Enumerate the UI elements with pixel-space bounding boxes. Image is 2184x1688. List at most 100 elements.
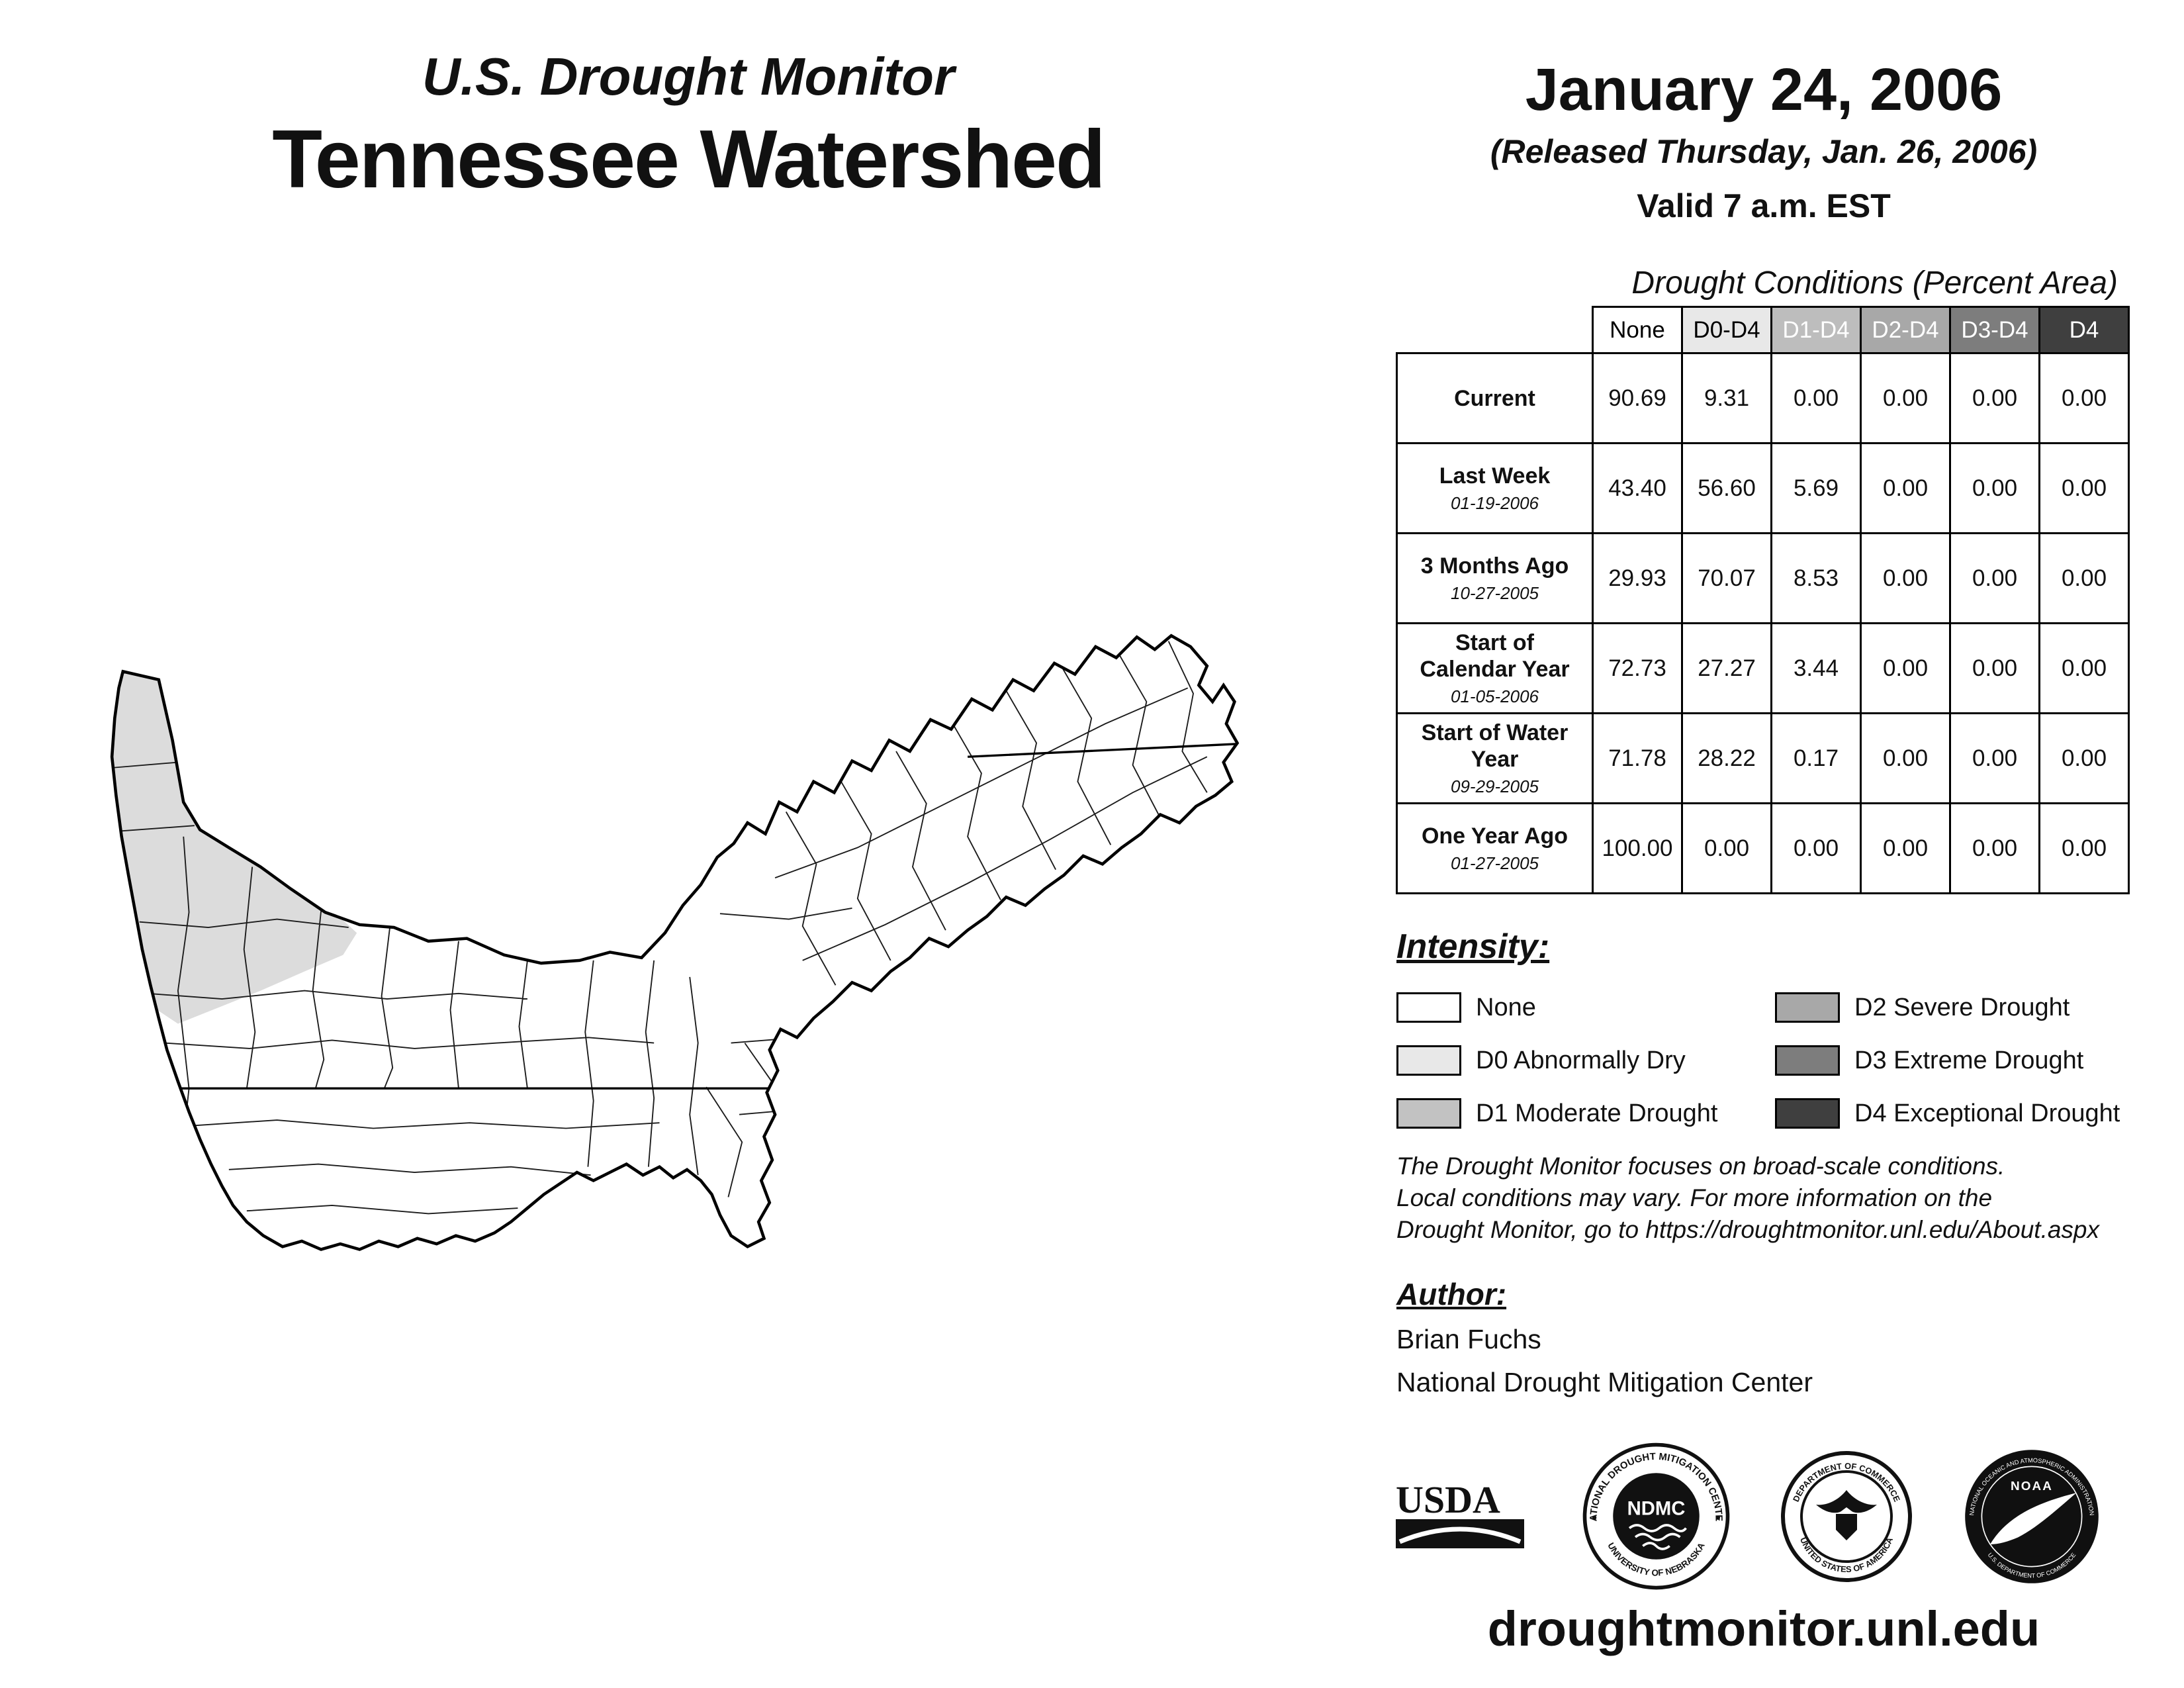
row-label-current: Current — [1396, 352, 1594, 444]
table-value-cell: 0.00 — [1770, 352, 1862, 444]
table-value-cell: 29.93 — [1592, 532, 1683, 624]
column-header-d3d4: D3-D4 — [1949, 306, 2040, 354]
table-value-cell: 100.00 — [1592, 802, 1683, 894]
valid-time: Valid 7 a.m. EST — [1637, 187, 1891, 224]
table-value-cell: 71.78 — [1592, 712, 1683, 804]
commerce-seal: DEPARTMENT OF COMMERCE UNITED STATES OF … — [1781, 1450, 1912, 1582]
table-row: 3 Months Ago 10-27-2005 29.93 70.07 8.53… — [1396, 532, 2130, 624]
row-label-text: Start of Calendar Year — [1420, 630, 1570, 682]
table-row: One Year Ago 01-27-2005 100.00 0.00 0.00… — [1396, 802, 2130, 894]
table-value-cell: 9.31 — [1681, 352, 1772, 444]
table-row: Start of Calendar Year 01-05-2006 72.73 … — [1396, 622, 2130, 714]
table-value-cell: 70.07 — [1681, 532, 1772, 624]
table-value-cell: 0.00 — [1949, 622, 2040, 714]
legend-swatch-d0 — [1396, 1045, 1461, 1076]
table-value-cell: 5.69 — [1770, 442, 1862, 534]
column-header-d1d4: D1-D4 — [1770, 306, 1862, 354]
legend-item-d3: D3 Extreme Drought — [1775, 1045, 2120, 1076]
row-label-date: 09-29-2005 — [1451, 776, 1539, 796]
row-label-date: 10-27-2005 — [1451, 583, 1539, 603]
table-value-cell: 0.00 — [1949, 352, 2040, 444]
ndmc-dot-right — [1715, 1515, 1721, 1520]
row-label-text: Current — [1454, 385, 1535, 411]
row-label-start-calendar-year: Start of Calendar Year 01-05-2006 — [1396, 622, 1594, 714]
table-value-cell: 0.00 — [1860, 442, 1951, 534]
row-label-text: One Year Ago — [1421, 823, 1569, 849]
release-date: (Released Thursday, Jan. 26, 2006) — [1490, 133, 2038, 170]
legend-label: D2 Severe Drought — [1854, 993, 2070, 1021]
legend-item-d0: D0 Abnormally Dry — [1396, 1045, 1775, 1076]
table-value-cell: 90.69 — [1592, 352, 1683, 444]
row-label-date: 01-27-2005 — [1451, 853, 1539, 873]
table-value-cell: 0.00 — [2038, 352, 2130, 444]
legend-label: D0 Abnormally Dry — [1476, 1046, 1686, 1074]
table-value-cell: 0.00 — [1949, 802, 2040, 894]
legend-label: D4 Exceptional Drought — [1854, 1099, 2120, 1127]
region-title: Tennessee Watershed — [272, 114, 1106, 205]
table-value-cell: 43.40 — [1592, 442, 1683, 534]
table-value-cell: 28.22 — [1681, 712, 1772, 804]
table-value-cell: 0.00 — [1949, 712, 2040, 804]
disclaimer: The Drought Monitor focuses on broad-sca… — [1396, 1150, 2099, 1246]
table-value-cell: 0.00 — [1949, 442, 2040, 534]
table-value-cell: 56.60 — [1681, 442, 1772, 534]
logo-row: USDA NATIONAL DROUGHT MITIGATION CENTER … — [1393, 1442, 2101, 1591]
ndmc-wave-1 — [1628, 1524, 1687, 1532]
report-header-left: U.S. Drought Monitor Tennessee Watershed — [172, 46, 1205, 207]
table-value-cell: 0.17 — [1770, 712, 1862, 804]
table-value-cell: 0.00 — [2038, 442, 2130, 534]
row-label-start-water-year: Start of Water Year 09-29-2005 — [1396, 712, 1594, 804]
usda-logo-swoosh — [1398, 1526, 1522, 1544]
drought-conditions-table: None D0-D4 D1-D4 D2-D4 D3-D4 D4 Current … — [1396, 306, 2130, 894]
table-value-cell: 0.00 — [1770, 802, 1862, 894]
d0-region — [112, 664, 357, 1024]
legend-label: D1 Moderate Drought — [1476, 1099, 1718, 1127]
row-label-last-week: Last Week 01-19-2006 — [1396, 442, 1594, 534]
noaa-bird — [1990, 1492, 2077, 1544]
row-label-text: Start of Water Year — [1421, 720, 1569, 772]
table-value-cell: 0.00 — [2038, 712, 2130, 804]
commerce-eagle — [1816, 1489, 1877, 1513]
table-title: Drought Conditions (Percent Area) — [1631, 265, 2118, 301]
author-title: Author: — [1396, 1277, 1507, 1311]
author-block: Author: Brian Fuchs National Drought Mit… — [1396, 1276, 1813, 1398]
legend-label: None — [1476, 993, 1536, 1021]
legend-label: D3 Extreme Drought — [1854, 1046, 2084, 1074]
row-label-3-months-ago: 3 Months Ago 10-27-2005 — [1396, 532, 1594, 624]
noaa-logo: NATIONAL OCEANIC AND ATMOSPHERIC ADMINIS… — [1965, 1449, 2099, 1583]
table-value-cell: 3.44 — [1770, 622, 1862, 714]
ndmc-inner-circle — [1613, 1473, 1700, 1560]
commerce-shield — [1836, 1513, 1857, 1540]
ndmc-dot-left — [1592, 1515, 1597, 1520]
table-value-cell: 72.73 — [1592, 622, 1683, 714]
legend-item-d4: D4 Exceptional Drought — [1775, 1098, 2120, 1129]
column-header-d2d4: D2-D4 — [1860, 306, 1951, 354]
legend-item-d2: D2 Severe Drought — [1775, 992, 2120, 1023]
author-name: Brian Fuchs — [1396, 1324, 1541, 1354]
legend-swatch-none — [1396, 992, 1461, 1023]
table-row: Start of Water Year 09-29-2005 71.78 28.… — [1396, 712, 2130, 804]
legend-swatch-d1 — [1396, 1098, 1461, 1129]
report-header-right: January 24, 2006 (Released Thursday, Jan… — [1390, 56, 2138, 225]
column-header-d0d4: D0-D4 — [1681, 306, 1772, 354]
table-value-cell: 0.00 — [2038, 532, 2130, 624]
row-label-one-year-ago: One Year Ago 01-27-2005 — [1396, 802, 1594, 894]
table-value-cell: 0.00 — [1949, 532, 2040, 624]
column-header-none: None — [1592, 306, 1683, 354]
ndmc-logo: NATIONAL DROUGHT MITIGATION CENTER UNIVE… — [1582, 1442, 1730, 1590]
disclaimer-line: Drought Monitor, go to https://droughtmo… — [1396, 1216, 2099, 1243]
table-value-cell: 0.00 — [1681, 802, 1772, 894]
ndmc-wave-2 — [1634, 1532, 1681, 1542]
usda-logo-text: USDA — [1396, 1478, 1500, 1521]
legend-swatch-d4 — [1775, 1098, 1840, 1129]
disclaimer-line: The Drought Monitor focuses on broad-sca… — [1396, 1152, 2005, 1180]
ndmc-wave-3 — [1642, 1542, 1670, 1550]
legend-swatch-d3 — [1775, 1045, 1840, 1076]
column-header-d4: D4 — [2038, 306, 2130, 354]
monitor-title: U.S. Drought Monitor — [422, 47, 955, 106]
noaa-logo-text: NOAA — [2011, 1479, 2053, 1493]
legend-swatch-d2 — [1775, 992, 1840, 1023]
table-value-cell: 0.00 — [2038, 622, 2130, 714]
table-value-cell: 0.00 — [2038, 802, 2130, 894]
